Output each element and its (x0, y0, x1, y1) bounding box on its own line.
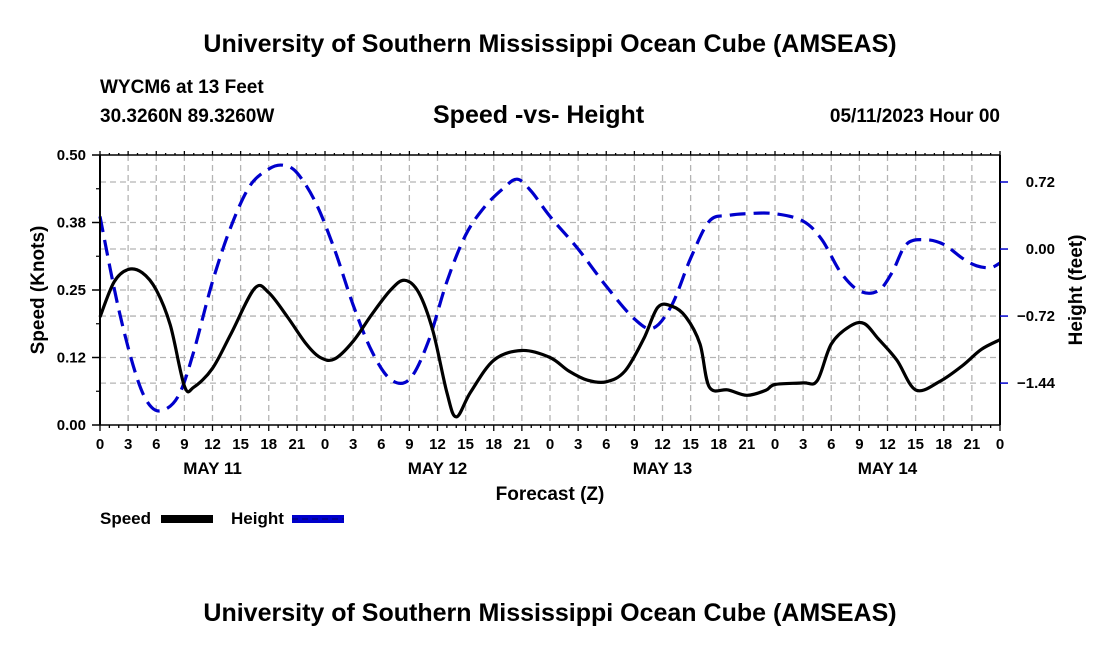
x-tick-label: 18 (710, 436, 727, 453)
x-tick-label: 21 (289, 436, 306, 453)
station-label: WYCM6 at 13 Feet (100, 77, 264, 98)
y2-tick-label: 0.00 (1026, 241, 1055, 258)
axes: 0 3 6 9 12 15 18 21 0 3 6 9 12 15 18 21 0 3 6 9 12 15 18 21 0 3 6 9… (57, 147, 1056, 478)
x-tick-label: 15 (907, 436, 924, 453)
x-tick-label: 9 (630, 436, 638, 453)
x-tick-label: 3 (124, 436, 132, 453)
date-label: MAY 12 (408, 459, 468, 478)
y-tick-label: 0.12 (57, 350, 86, 367)
legend-speed-label: Speed (100, 509, 152, 528)
series-line-speed (98, 267, 1001, 419)
x-tick-label: 18 (485, 436, 502, 453)
coordinates-label: 30.3260N 89.3260W (100, 106, 275, 127)
date-label: MAY 13 (633, 459, 693, 478)
x-tick-label: 9 (180, 436, 188, 453)
x-tick-label: 3 (574, 436, 582, 453)
x-tick-label: 21 (739, 436, 756, 453)
x-tick-label: 21 (964, 436, 981, 453)
y-tick-label: 0.50 (57, 147, 86, 164)
y-tick-label: 0.00 (57, 417, 86, 434)
series-line-height (98, 163, 1001, 413)
grid (100, 155, 1000, 425)
x-tick-label: 18 (935, 436, 952, 453)
x-tick-label: 15 (457, 436, 474, 453)
x-tick-label: 0 (546, 436, 554, 453)
x-tick-label: 18 (260, 436, 277, 453)
x-tick-label: 12 (429, 436, 446, 453)
footer-title: University of Southern Mississippi Ocean… (203, 599, 897, 627)
y2-tick-label: 0.72 (1026, 174, 1055, 191)
x-tick-label: 15 (682, 436, 699, 453)
y-tick-label: 0.25 (57, 282, 86, 299)
x-tick-label: 12 (204, 436, 221, 453)
legend (161, 515, 344, 523)
x-tick-label: 9 (855, 436, 863, 453)
date-label: MAY 11 (183, 459, 242, 478)
x-tick-label: 3 (799, 436, 807, 453)
x-tick-label: 6 (377, 436, 385, 453)
y2-axis-label: Height (feet) (1066, 235, 1087, 346)
y-tick-label: 0.38 (57, 215, 86, 232)
x-tick-label: 0 (96, 436, 104, 453)
axis-labels: Forecast (Z) Speed (Knots) Height (feet) (28, 226, 1087, 505)
date-label: MAY 14 (858, 459, 918, 478)
x-tick-label: 9 (405, 436, 413, 453)
x-tick-label: 6 (827, 436, 835, 453)
datetime-label: 05/11/2023 Hour 00 (829, 106, 1000, 127)
y2-tick-label: −1.44 (1017, 375, 1056, 392)
x-tick-label: 3 (349, 436, 357, 453)
chart-subtitle: Speed -vs- Height (433, 101, 645, 129)
legend-speed-swatch (161, 515, 213, 523)
main-title: University of Southern Mississippi Ocean… (203, 30, 897, 58)
x-tick-label: 6 (152, 436, 160, 453)
x-tick-label: 12 (879, 436, 896, 453)
y-axis-label: Speed (Knots) (28, 226, 49, 355)
x-tick-label: 15 (232, 436, 249, 453)
x-tick-label: 12 (654, 436, 671, 453)
legend-height-label: Height (231, 509, 284, 528)
x-tick-label: 0 (771, 436, 779, 453)
series-layer (98, 163, 1001, 419)
y2-tick-label: −0.72 (1017, 308, 1055, 325)
x-tick-label: 0 (996, 436, 1004, 453)
x-tick-label: 0 (321, 436, 329, 453)
x-axis-label: Forecast (Z) (496, 484, 605, 505)
x-tick-label: 21 (514, 436, 531, 453)
x-tick-label: 6 (602, 436, 610, 453)
